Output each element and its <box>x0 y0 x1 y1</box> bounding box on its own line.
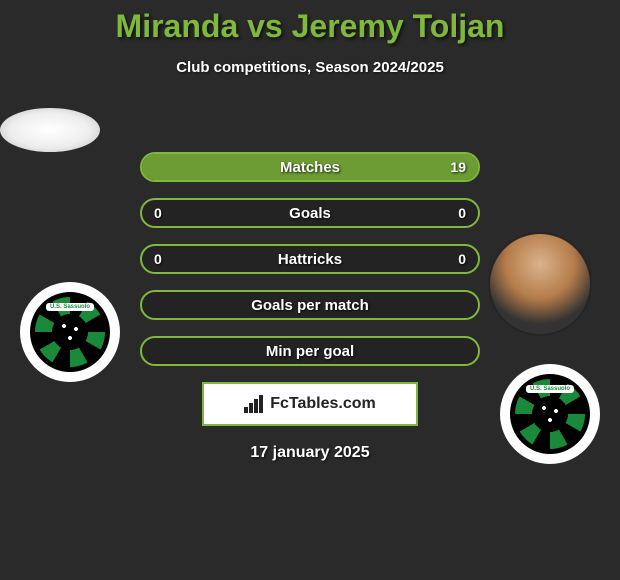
player1-avatar <box>0 108 100 152</box>
stat-row: Matches 19 <box>140 152 480 182</box>
club-crest-icon: U.S. Sassuolo <box>510 374 590 454</box>
watermark-box: FcTables.com <box>202 382 418 426</box>
page-title: Miranda vs Jeremy Toljan <box>0 0 620 45</box>
player1-club-badge: U.S. Sassuolo <box>20 282 120 382</box>
stat-row: Min per goal <box>140 336 480 366</box>
stat-left-value: 0 <box>154 251 162 267</box>
bar-chart-icon <box>244 395 266 413</box>
player2-avatar <box>490 234 590 334</box>
watermark-text: FcTables.com <box>270 395 376 413</box>
stat-label: Matches <box>280 159 340 176</box>
club-crest-label: U.S. Sassuolo <box>46 303 94 311</box>
stat-row: Goals per match <box>140 290 480 320</box>
stat-right-value: 0 <box>458 205 466 221</box>
stat-label: Goals <box>289 205 331 222</box>
stat-label: Min per goal <box>266 343 354 360</box>
stat-row: 0 Hattricks 0 <box>140 244 480 274</box>
stats-area: U.S. Sassuolo U.S. Sassuolo Matches 19 0… <box>0 108 620 462</box>
stat-left-value: 0 <box>154 205 162 221</box>
stat-right-value: 0 <box>458 251 466 267</box>
player2-club-badge: U.S. Sassuolo <box>500 364 600 464</box>
club-crest-label: U.S. Sassuolo <box>526 385 574 393</box>
subtitle: Club competitions, Season 2024/2025 <box>0 59 620 76</box>
stat-label: Hattricks <box>278 251 342 268</box>
stat-label: Goals per match <box>251 297 369 314</box>
club-crest-icon: U.S. Sassuolo <box>30 292 110 372</box>
stat-row: 0 Goals 0 <box>140 198 480 228</box>
stat-right-value: 19 <box>450 159 466 175</box>
